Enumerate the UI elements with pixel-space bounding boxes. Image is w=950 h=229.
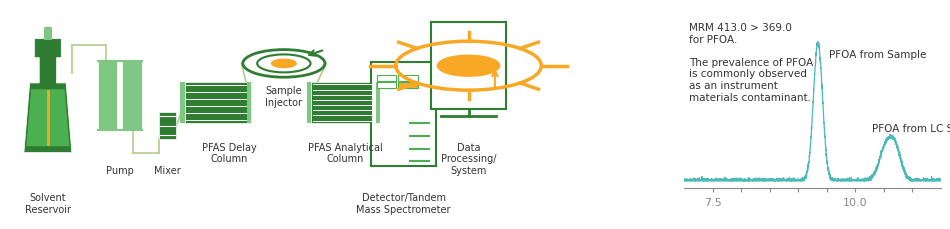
Text: PFAS Delay
Column: PFAS Delay Column: [201, 142, 256, 164]
Text: Data
Processing/
System: Data Processing/ System: [441, 142, 496, 175]
Bar: [376, 83, 396, 89]
Polygon shape: [24, 39, 72, 153]
Text: Detector/Tandem
Mass Spectrometer: Detector/Tandem Mass Spectrometer: [356, 192, 451, 214]
Bar: [431, 23, 506, 110]
Bar: [184, 82, 252, 124]
Bar: [98, 62, 117, 131]
Bar: [159, 112, 176, 140]
Text: MRM 413.0 > 369.0
for PFOA.

The prevalence of PFOA
is commonly observed
as an i: MRM 413.0 > 369.0 for PFOA. The prevalen…: [689, 23, 813, 102]
Bar: [44, 28, 51, 41]
Text: PFOA from Sample: PFOA from Sample: [829, 49, 927, 60]
Bar: [375, 82, 380, 124]
Text: Pump: Pump: [105, 165, 134, 175]
Polygon shape: [27, 90, 69, 147]
Text: PFOA from LC System: PFOA from LC System: [872, 124, 950, 134]
Circle shape: [437, 56, 500, 77]
Bar: [376, 75, 396, 82]
Bar: [180, 82, 184, 124]
Bar: [398, 83, 418, 89]
Bar: [307, 82, 312, 124]
Bar: [247, 82, 252, 124]
Bar: [371, 63, 436, 166]
Bar: [312, 82, 380, 124]
Text: Solvent
Reservoir: Solvent Reservoir: [25, 192, 71, 214]
Text: Mixer: Mixer: [154, 165, 180, 175]
Text: Sample
Injector: Sample Injector: [265, 86, 302, 108]
Circle shape: [272, 60, 296, 68]
Bar: [398, 75, 418, 82]
Text: PFAS Analytical
Column: PFAS Analytical Column: [308, 142, 383, 164]
Bar: [123, 62, 142, 131]
